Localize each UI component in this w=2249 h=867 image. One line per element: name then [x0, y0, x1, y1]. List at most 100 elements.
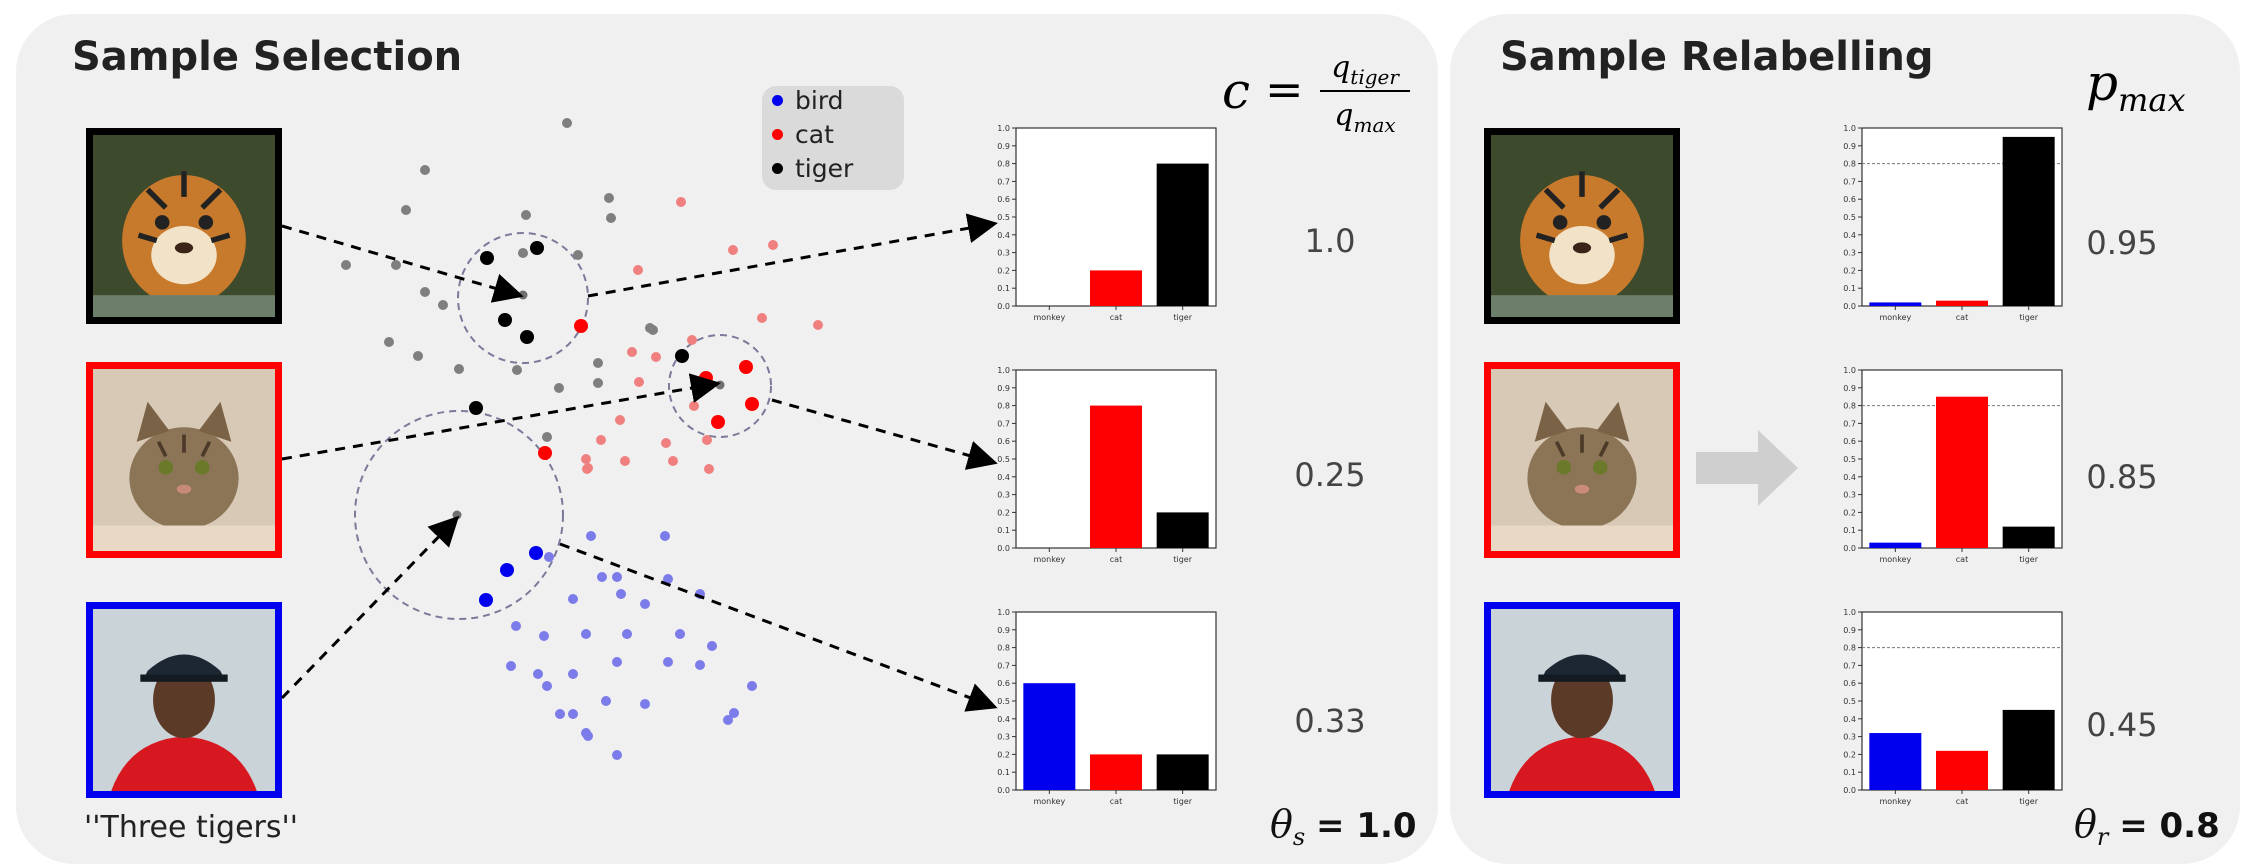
cat-cluster-point — [596, 435, 606, 445]
person-image-relabel — [1484, 602, 1680, 798]
x-tick-label: monkey — [1033, 313, 1065, 322]
theta-r-threshold: θr = 0.8 — [2074, 802, 2220, 851]
cat-cluster-point — [651, 352, 661, 362]
y-tick-label: 0.4 — [1843, 473, 1856, 482]
bar-cat — [1090, 270, 1142, 306]
formula-sub-max: max — [1353, 113, 1396, 137]
y-tick-label: 0.6 — [1843, 195, 1856, 204]
bird-cluster-point — [601, 696, 611, 706]
cat-cluster-point — [689, 401, 699, 411]
cat-cluster-point — [728, 245, 738, 255]
scatter-legend: bird cat tiger — [762, 86, 904, 190]
formula-fraction-bar — [1320, 90, 1410, 92]
bird-cluster-point — [663, 657, 673, 667]
formula-c: c — [1222, 62, 1251, 120]
unlabeled-point — [401, 205, 411, 215]
bar-monkey — [1869, 733, 1922, 790]
y-tick-label: 0.8 — [997, 402, 1010, 411]
bird-cluster-point — [583, 731, 593, 741]
relabel-chart-person: 0.0 0.1 0.2 0.3 0.4 0.5 0.6 0.7 0.8 0.9 1.0 monkey c… — [1843, 608, 2063, 806]
y-tick-label: 0.2 — [1843, 266, 1856, 275]
y-tick-label: 0.5 — [1843, 455, 1856, 464]
legend-dot-cat — [772, 128, 783, 140]
cat-neighbor-point — [745, 397, 759, 411]
y-tick-label: 0.9 — [1843, 142, 1856, 151]
y-tick-label: 0.8 — [1843, 402, 1856, 411]
bird-cluster-point — [539, 631, 549, 641]
bird-cluster-point — [622, 629, 632, 639]
legend-item-cat: cat — [772, 120, 834, 149]
y-tick-label: 0.1 — [997, 768, 1010, 777]
y-tick-label: 0.2 — [997, 750, 1010, 759]
cat-neighbor-point — [574, 319, 588, 333]
score-tiger: 1.0 — [1304, 222, 1356, 260]
unlabeled-point — [420, 287, 430, 297]
image-caption: ''Three tigers'' — [84, 810, 299, 845]
x-tick-label: monkey — [1879, 555, 1911, 564]
y-tick-label: 0.1 — [1843, 768, 1856, 777]
arrow-tiger-to-embedding — [281, 224, 524, 303]
p-sub-max: max — [2118, 81, 2186, 119]
p-max-header: pmax — [2086, 54, 2185, 119]
y-tick-label: 1.0 — [997, 124, 1010, 133]
cat-cluster-point — [757, 313, 767, 323]
x-tick-label: tiger — [2019, 797, 2038, 806]
y-tick-label: 0.5 — [997, 213, 1010, 222]
tiger-image — [86, 128, 282, 324]
theta-sub: s — [1292, 822, 1306, 851]
y-tick-label: 1.0 — [997, 366, 1010, 375]
bird-cluster-point — [612, 750, 622, 760]
unlabeled-point — [438, 300, 448, 310]
bird-cluster-point — [511, 621, 521, 631]
tiger-picture — [93, 135, 275, 317]
unlabeled-point — [391, 260, 401, 270]
theta-sub: r — [2096, 822, 2109, 851]
y-tick-label: 0.8 — [1843, 160, 1856, 169]
y-tick-label: 0.8 — [997, 160, 1010, 169]
bird-cluster-point — [707, 641, 717, 651]
y-tick-label: 0.7 — [1843, 419, 1856, 428]
cat-cluster-point — [702, 435, 712, 445]
y-tick-label: 0.3 — [997, 491, 1010, 500]
y-tick-label: 0.0 — [1843, 786, 1856, 795]
x-tick-label: tiger — [1173, 797, 1192, 806]
unlabeled-point — [593, 378, 603, 388]
bar-cat — [1936, 396, 1988, 548]
y-tick-label: 0.4 — [1843, 715, 1856, 724]
y-tick-label: 0.7 — [997, 661, 1010, 670]
arrow-embedding-to-chart-2 — [771, 398, 998, 470]
unlabeled-point — [420, 165, 430, 175]
scatter-points — [341, 118, 823, 760]
y-tick-label: 0.4 — [997, 231, 1010, 240]
y-tick-label: 0.2 — [1843, 508, 1856, 517]
cat-cluster-point — [620, 456, 630, 466]
neighborhood-circle — [668, 334, 772, 438]
y-tick-label: 0.5 — [1843, 213, 1856, 222]
y-tick-label: 0.8 — [997, 644, 1010, 653]
formula-numerator: qtiger — [1320, 50, 1410, 89]
bird-cluster-point — [747, 681, 757, 691]
y-tick-label: 0.1 — [997, 526, 1010, 535]
bird-cluster-point — [568, 669, 578, 679]
formula-q: q — [1334, 98, 1354, 133]
cat-cluster-point — [582, 464, 592, 474]
y-tick-label: 0.5 — [997, 455, 1010, 464]
pmax-tiger: 0.95 — [2086, 224, 2158, 262]
tiger-neighbor-point — [469, 401, 483, 415]
x-tick-label: cat — [1110, 797, 1122, 806]
tiger-neighbor-point — [480, 251, 494, 265]
relabel-chart-tiger: 0.0 0.1 0.2 0.3 0.4 0.5 0.6 0.7 0.8 0.9 1.0 monkey c… — [1843, 124, 2063, 322]
unlabeled-point — [606, 213, 616, 223]
cat-neighbor-point — [739, 360, 753, 374]
cat-image-relabel — [1484, 362, 1680, 558]
bird-cluster-point — [597, 572, 607, 582]
legend-dot-bird — [772, 94, 783, 106]
neighborhood-circle — [354, 410, 564, 620]
unlabeled-point — [573, 250, 583, 260]
formula-lhs: c — [1222, 62, 1250, 120]
tiger-picture — [1491, 135, 1673, 317]
y-tick-label: 0.6 — [1843, 437, 1856, 446]
neighborhood-circle — [457, 232, 589, 364]
bird-neighbor-point — [500, 563, 514, 577]
